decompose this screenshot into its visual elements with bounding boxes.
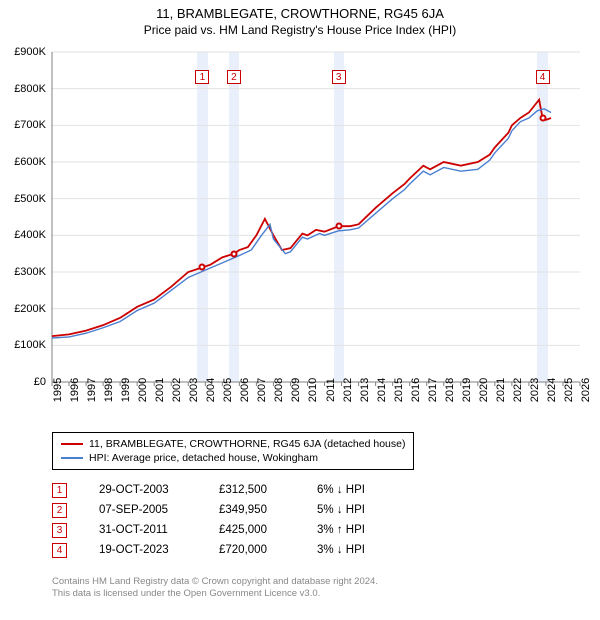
sales-table-row: 2 07-SEP-2005 £349,950 5% ↓ HPI (52, 500, 377, 520)
x-tick-label: 1996 (69, 378, 81, 402)
sales-row-price: £312,500 (219, 484, 289, 496)
x-tick-label: 2022 (512, 378, 524, 402)
x-tick-label: 2011 (325, 378, 337, 402)
attribution-line2: This data is licensed under the Open Gov… (52, 588, 378, 600)
sales-table-row: 3 31-OCT-2011 £425,000 3% ↑ HPI (52, 520, 377, 540)
y-tick-label: £600K (0, 156, 46, 168)
sales-row-date: 19-OCT-2023 (99, 544, 191, 556)
sales-table-row: 1 29-OCT-2003 £312,500 6% ↓ HPI (52, 480, 377, 500)
sales-row-delta: 6% ↓ HPI (317, 484, 377, 496)
x-tick-label: 2016 (410, 378, 422, 402)
sales-row-delta: 3% ↓ HPI (317, 544, 377, 556)
x-tick-label: 2017 (427, 378, 439, 402)
sales-row-price: £349,950 (219, 504, 289, 516)
y-tick-label: £300K (0, 266, 46, 278)
x-tick-label: 2000 (137, 378, 149, 402)
y-tick-label: £100K (0, 339, 46, 351)
x-tick-label: 2005 (222, 378, 234, 402)
x-tick-label: 2003 (188, 378, 200, 402)
x-tick-label: 1997 (86, 378, 98, 402)
y-tick-label: £800K (0, 83, 46, 95)
x-tick-label: 2025 (563, 378, 575, 402)
y-tick-label: £400K (0, 229, 46, 241)
price-chart-container: { "header": { "title": "11, BRAMBLEGATE,… (0, 0, 600, 620)
x-tick-label: 2001 (154, 378, 166, 402)
sales-table-row: 4 19-OCT-2023 £720,000 3% ↓ HPI (52, 540, 377, 560)
x-tick-label: 2009 (290, 378, 302, 402)
y-tick-label: £700K (0, 119, 46, 131)
sales-row-delta: 5% ↓ HPI (317, 504, 377, 516)
x-tick-label: 1995 (52, 378, 64, 402)
legend-swatch (61, 457, 83, 458)
x-tick-label: 1998 (103, 378, 115, 402)
x-tick-label: 2006 (239, 378, 251, 402)
y-tick-label: £500K (0, 193, 46, 205)
sales-row-marker: 1 (52, 483, 67, 498)
x-tick-label: 2018 (444, 378, 456, 402)
sale-dot (230, 250, 237, 257)
legend-swatch (61, 443, 83, 445)
y-tick-label: £200K (0, 303, 46, 315)
sales-row-marker: 4 (52, 543, 67, 558)
x-tick-label: 2008 (273, 378, 285, 402)
x-tick-label: 2019 (461, 378, 473, 402)
x-tick-label: 2024 (546, 378, 558, 402)
x-tick-label: 2010 (307, 378, 319, 402)
legend-row-hpi: HPI: Average price, detached house, Woki… (61, 451, 405, 465)
x-tick-label: 2015 (393, 378, 405, 402)
x-tick-label: 2021 (495, 378, 507, 402)
sales-row-date: 29-OCT-2003 (99, 484, 191, 496)
sale-marker-2: 2 (227, 70, 241, 84)
sale-dot (539, 115, 546, 122)
x-tick-label: 2020 (478, 378, 490, 402)
x-tick-label: 2007 (256, 378, 268, 402)
attribution-line1: Contains HM Land Registry data © Crown c… (52, 576, 378, 588)
y-tick-label: £0 (0, 376, 46, 388)
x-tick-label: 1999 (120, 378, 132, 402)
series-property (52, 100, 551, 337)
y-tick-label: £900K (0, 46, 46, 58)
sales-row-price: £425,000 (219, 524, 289, 536)
legend-label: HPI: Average price, detached house, Woki… (89, 452, 318, 464)
x-tick-label: 2023 (529, 378, 541, 402)
sales-row-marker: 3 (52, 523, 67, 538)
x-tick-label: 2014 (376, 378, 388, 402)
sales-row-date: 31-OCT-2011 (99, 524, 191, 536)
x-tick-label: 2004 (205, 378, 217, 402)
sale-marker-3: 3 (332, 70, 346, 84)
chart-svg (0, 0, 600, 386)
sale-dot (335, 223, 342, 230)
sale-marker-4: 4 (536, 70, 550, 84)
x-tick-label: 2013 (359, 378, 371, 402)
series-hpi (52, 109, 551, 338)
sale-marker-1: 1 (195, 70, 209, 84)
legend-row-property: 11, BRAMBLEGATE, CROWTHORNE, RG45 6JA (d… (61, 437, 405, 451)
sales-row-price: £720,000 (219, 544, 289, 556)
x-tick-label: 2026 (580, 378, 592, 402)
legend-label: 11, BRAMBLEGATE, CROWTHORNE, RG45 6JA (d… (89, 438, 405, 450)
sales-row-marker: 2 (52, 503, 67, 518)
sales-row-delta: 3% ↑ HPI (317, 524, 377, 536)
x-tick-label: 2002 (171, 378, 183, 402)
sales-row-date: 07-SEP-2005 (99, 504, 191, 516)
x-tick-label: 2012 (342, 378, 354, 402)
sale-dot (199, 264, 206, 271)
